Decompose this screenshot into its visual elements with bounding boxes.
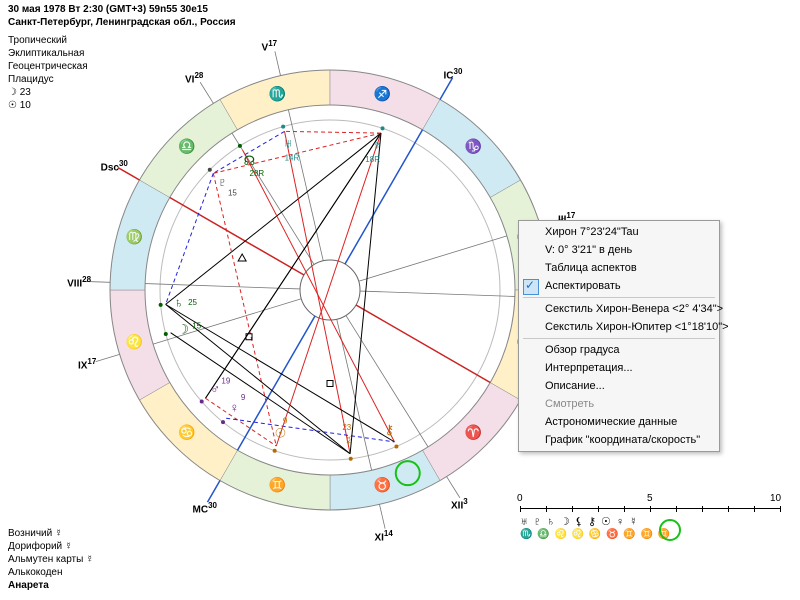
- svg-text:♀: ♀: [229, 400, 239, 415]
- svg-text:9: 9: [283, 416, 288, 425]
- natal-chart[interactable]: ♈♉♊♋♌♍♎♏♐♑♒♓♆18R♅14R☊28R♇15♄25☽15♂19♀9☉9…: [70, 30, 590, 553]
- menu-speed[interactable]: V: 0° 3'21" в день: [519, 241, 719, 259]
- svg-text:15: 15: [192, 322, 201, 331]
- svg-text:♆: ♆: [372, 137, 382, 152]
- svg-text:♅: ♅: [283, 136, 293, 151]
- svg-text:♉: ♉: [374, 477, 391, 494]
- menu-aspecting[interactable]: Аспектировать: [519, 277, 719, 295]
- menu-astro[interactable]: Астрономические данные: [519, 413, 719, 431]
- menu-object-pos[interactable]: Хирон 7°23'24"Tau: [519, 223, 719, 241]
- svg-text:9: 9: [241, 393, 246, 402]
- svg-text:28R: 28R: [250, 169, 265, 178]
- house-label-asc: Dsc30: [101, 159, 128, 173]
- svg-text:♍: ♍: [126, 229, 143, 246]
- svg-text:☿: ☿: [344, 433, 354, 448]
- svg-text:♊: ♊: [269, 477, 286, 494]
- svg-text:☉: ☉: [275, 426, 287, 441]
- svg-text:19: 19: [221, 377, 230, 386]
- context-menu[interactable]: Хирон 7°23'24"Tau V: 0° 3'21" в день Таб…: [518, 220, 720, 452]
- chart-svg[interactable]: ♈♉♊♋♌♍♎♏♐♑♒♓♆18R♅14R☊28R♇15♄25☽15♂19♀9☉9…: [70, 30, 590, 550]
- svg-text:♐: ♐: [374, 85, 391, 102]
- dignity-almuten: Альмутен карты ☿: [8, 553, 94, 566]
- house-label-h12: XII3: [451, 497, 468, 511]
- menu-sextile-venus[interactable]: Секстиль Хирон-Венера <2° 4'34">: [519, 300, 719, 318]
- svg-text:♈: ♈: [464, 424, 481, 441]
- svg-text:♑: ♑: [464, 138, 481, 155]
- svg-text:♎: ♎: [178, 138, 195, 155]
- svg-text:♄: ♄: [174, 295, 184, 310]
- house-label-h6: VI28: [185, 71, 203, 85]
- scale-axis: [520, 508, 780, 509]
- menu-degree[interactable]: Обзор градуса: [519, 341, 719, 359]
- svg-text:♏: ♏: [269, 85, 286, 102]
- chart-date-header: 30 мая 1978 Вт 2:30 (GMT+3) 59n55 30e15: [8, 4, 208, 15]
- svg-text:☊: ☊: [244, 153, 256, 168]
- svg-text:25: 25: [188, 298, 197, 307]
- dignity-alcocoden: Алькокоден: [8, 566, 94, 579]
- chart-location-header: Санкт-Петербург, Ленинградская обл., Рос…: [8, 17, 236, 28]
- scale-10: 10: [770, 493, 781, 504]
- house-label-h11: XI14: [374, 529, 392, 543]
- svg-text:14R: 14R: [285, 153, 300, 162]
- check-icon: [523, 279, 539, 295]
- svg-text:☽: ☽: [177, 321, 189, 336]
- menu-aspecting-label: Аспектировать: [545, 280, 621, 292]
- scale-5: 5: [647, 493, 653, 504]
- menu-separator: [523, 297, 715, 298]
- house-label-mc: MC30: [193, 501, 217, 515]
- menu-graph[interactable]: График "координата/скорость": [519, 431, 719, 449]
- svg-text:♋: ♋: [178, 424, 195, 441]
- svg-text:15: 15: [228, 188, 237, 197]
- dignity-anareta: Анарета: [8, 579, 94, 592]
- menu-view[interactable]: Смотреть: [519, 395, 719, 413]
- menu-interp[interactable]: Интерпретация...: [519, 359, 719, 377]
- house-label-ic: IC30: [444, 67, 463, 81]
- house-label-h8: VIII28: [67, 275, 91, 289]
- svg-text:♂: ♂: [210, 382, 220, 397]
- menu-desc[interactable]: Описание...: [519, 377, 719, 395]
- svg-text:18R: 18R: [365, 155, 380, 164]
- svg-text:♇: ♇: [218, 175, 228, 190]
- scale-highlight: [520, 516, 780, 546]
- menu-sextile-jupiter[interactable]: Секстиль Хирон-Юпитер <1°18'10">: [519, 318, 719, 336]
- scale-0: 0: [517, 493, 523, 504]
- svg-text:♌: ♌: [126, 333, 143, 350]
- house-label-h9: IX17: [78, 357, 96, 371]
- svg-text:⚷: ⚷: [385, 422, 395, 437]
- menu-separator: [523, 338, 715, 339]
- house-label-h5: V17: [262, 39, 278, 53]
- svg-text:23: 23: [342, 423, 351, 432]
- menu-aspect-table[interactable]: Таблица аспектов: [519, 259, 719, 277]
- speed-scale: 0 5 10 ♅ ♇ ♄ ☽ ⚸ ⚷ ☉ ♀ ☿ ♏ ♎ ♌ ♌ ♋ ♉ ♊ ♊…: [520, 508, 780, 540]
